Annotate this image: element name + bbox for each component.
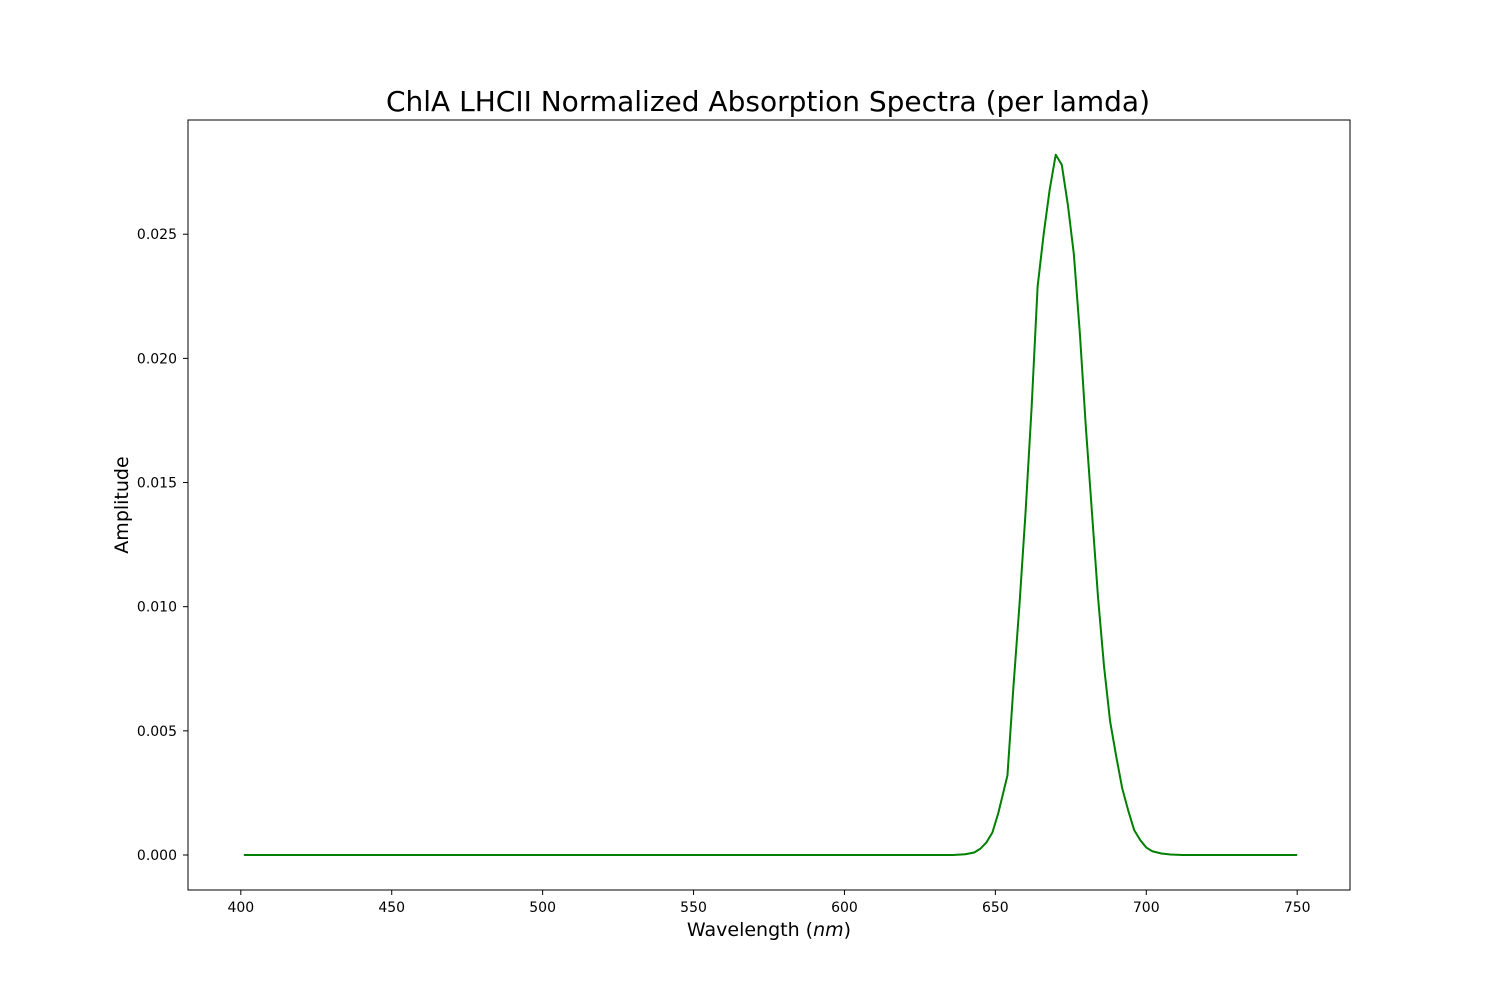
y-tick-label: 0.010 [137,600,177,616]
x-tick-label: 650 [982,900,1009,916]
x-axis-label-unit: nm [813,919,844,941]
chart-title: ChlA LHCII Normalized Absorption Spectra… [386,85,1150,118]
x-tick-label: 750 [1284,900,1311,916]
y-tick-label: 0.025 [137,227,177,243]
y-tick-label: 0.005 [137,724,177,740]
y-axis: 0.000 0.005 0.010 0.015 0.020 0.025 [137,227,188,864]
x-axis: 400 450 500 550 600 650 700 750 [227,890,1311,916]
x-tick-label: 450 [378,900,405,916]
series-layer [243,153,1298,856]
series-line [243,153,1298,856]
y-tick-label: 0.000 [137,848,177,864]
x-axis-label-main: Wavelength ( [687,919,813,941]
y-axis-label: Amplitude [111,456,133,553]
x-tick-label: 600 [831,900,858,916]
x-tick-label: 700 [1133,900,1160,916]
y-tick-label: 0.020 [137,351,177,367]
x-axis-label: Wavelength (nm) [687,919,851,941]
y-tick-label: 0.015 [137,476,177,492]
x-tick-label: 400 [227,900,254,916]
plot-area: 400 450 500 550 600 650 700 750 0.000 0.005 0.010… [137,119,1351,916]
x-axis-label-close: ) [844,919,851,941]
x-tick-label: 550 [680,900,707,916]
x-tick-label: 500 [529,900,556,916]
plot-frame [187,119,1351,891]
